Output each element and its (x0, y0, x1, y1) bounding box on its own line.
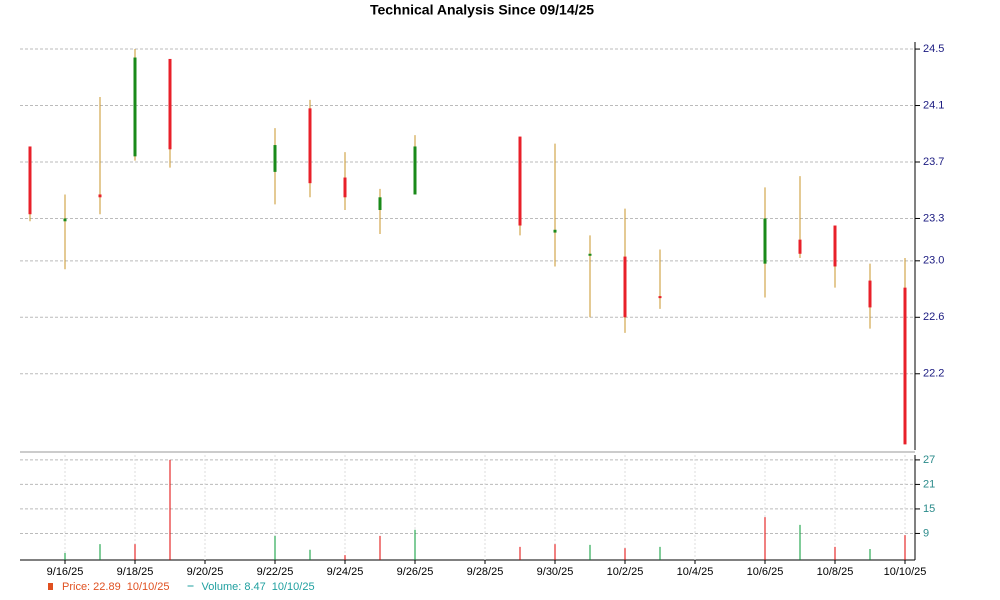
candle-body (273, 145, 277, 172)
x-tick-label: 10/8/25 (817, 566, 854, 578)
y-tick-label: 22.2 (923, 368, 944, 380)
chart-title: Technical Analysis Since 09/14/25 (370, 2, 594, 18)
candle-body (623, 256, 627, 318)
legend-label: Volume: 8.47 (202, 581, 266, 593)
candle-body (63, 218, 67, 222)
x-tick-label: 10/2/25 (607, 566, 644, 578)
y-tick-label: 22.6 (923, 311, 944, 323)
y-tick-label: 24.1 (923, 99, 944, 111)
volume-tick-label: 9 (923, 527, 929, 539)
candle-body (168, 58, 172, 150)
candle-body (658, 296, 662, 299)
y-tick-label: 24.5 (923, 43, 944, 55)
x-tick-label: 10/10/25 (884, 566, 927, 578)
legend-label: Price: 22.89 (62, 581, 121, 593)
candle-body (413, 146, 417, 195)
candle-body (903, 287, 907, 445)
candle-body (553, 229, 557, 233)
x-tick-label: 9/20/25 (187, 566, 224, 578)
y-tick-label: 23.0 (923, 255, 944, 267)
candle-body (798, 239, 802, 254)
x-tick-label: 9/30/25 (537, 566, 574, 578)
x-tick-label: 9/16/25 (47, 566, 84, 578)
legend-date: 10/10/25 (127, 581, 170, 593)
candle-body (833, 225, 837, 267)
y-tick-label: 23.7 (923, 156, 944, 168)
candle-body (308, 108, 312, 184)
x-tick-label: 9/28/25 (467, 566, 504, 578)
candle-body (588, 253, 592, 256)
legend-icon (48, 583, 53, 590)
candle-body (343, 177, 347, 198)
candle-body (378, 197, 382, 210)
volume-tick-label: 27 (923, 454, 935, 466)
volume-tick-label: 15 (923, 503, 935, 515)
x-tick-label: 9/26/25 (397, 566, 434, 578)
candle-body (868, 280, 872, 308)
candle-body (28, 146, 32, 215)
legend-date: 10/10/25 (272, 581, 315, 593)
candle-body (98, 194, 102, 198)
candle-body (763, 218, 767, 264)
candle-body (133, 57, 137, 157)
candle-body (518, 136, 522, 226)
volume-tick-label: 21 (923, 478, 935, 490)
x-tick-label: 9/22/25 (257, 566, 294, 578)
y-tick-label: 23.3 (923, 212, 944, 224)
x-tick-label: 10/4/25 (677, 566, 714, 578)
x-tick-label: 10/6/25 (747, 566, 784, 578)
x-tick-label: 9/18/25 (117, 566, 154, 578)
x-tick-label: 9/24/25 (327, 566, 364, 578)
